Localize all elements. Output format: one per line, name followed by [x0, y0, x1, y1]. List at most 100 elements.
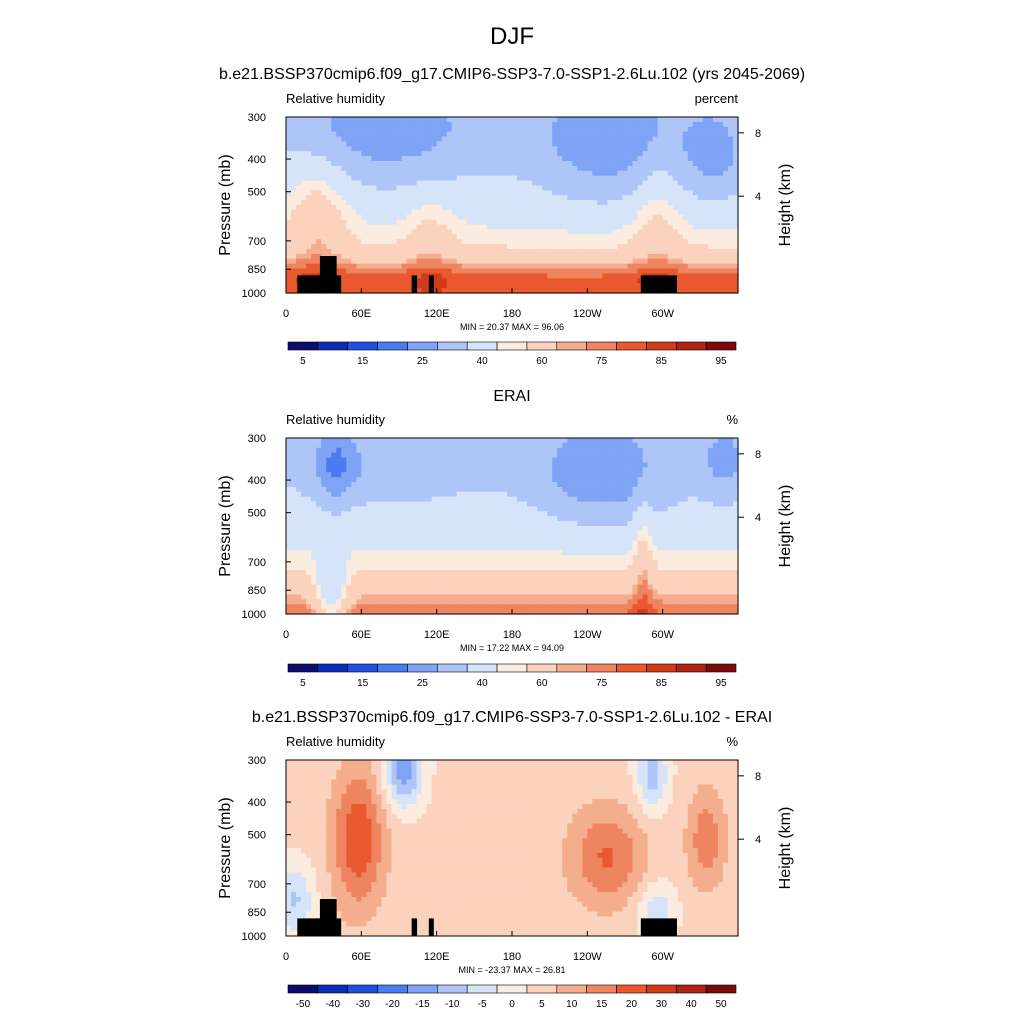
colorbar-box [526, 341, 558, 351]
field-cell [496, 209, 503, 216]
field-cell [592, 283, 598, 289]
figure-title: DJF [490, 23, 534, 50]
field-cell [652, 170, 659, 177]
field-cell [351, 175, 357, 182]
field-cell [582, 526, 588, 532]
field-cell [527, 283, 533, 289]
colorbar-box [675, 341, 707, 351]
field-cell [722, 521, 729, 527]
field-cell [597, 452, 603, 459]
field-cell [702, 190, 709, 196]
field-cell [451, 268, 458, 275]
field-cell [722, 268, 729, 275]
field-cell [311, 516, 317, 522]
field-cell [532, 442, 538, 449]
field-cell [301, 224, 307, 231]
field-cell [627, 195, 634, 201]
field-cell [532, 253, 538, 260]
field-cell [321, 180, 327, 187]
field-cell [486, 190, 493, 196]
field-cell [431, 229, 438, 235]
field-cell [632, 496, 639, 503]
field-cell [582, 273, 588, 279]
field-cell [517, 457, 523, 464]
field-cell [286, 462, 292, 468]
field-cell [587, 438, 593, 444]
field-cell [316, 117, 322, 123]
field-cell [491, 175, 498, 182]
field-cell [326, 438, 332, 444]
field-cell [527, 501, 533, 508]
field-cell [682, 244, 689, 250]
field-cell [542, 482, 548, 488]
field-cell [707, 501, 714, 508]
field-cell [577, 273, 583, 279]
panels: b.e21.BSSP370cmip6.f09_g17.CMIP6-SSP3-7.… [217, 66, 805, 1010]
field-cell [456, 205, 463, 211]
field-cell [532, 244, 538, 250]
field-cell [587, 121, 593, 128]
field-cell [351, 477, 357, 483]
field-cell [552, 170, 558, 177]
field-cell [642, 165, 649, 172]
field-cell [562, 165, 568, 172]
field-cell [512, 263, 518, 270]
field-cell [672, 462, 679, 468]
field-cell [296, 496, 302, 503]
field-cell [381, 283, 388, 289]
field-cell [311, 180, 317, 187]
field-cell [341, 249, 347, 255]
field-cell [461, 165, 468, 172]
field-cell [647, 506, 654, 512]
field-cell [532, 190, 538, 196]
field-cell [361, 511, 367, 517]
field-cell [512, 486, 518, 493]
field-cell [351, 126, 357, 133]
field-cell [542, 224, 548, 231]
field-cell [537, 121, 543, 128]
field-cell [542, 249, 548, 255]
field-cell [496, 195, 503, 201]
field-cell [331, 457, 337, 464]
field-cell [501, 442, 508, 449]
field-cell [577, 126, 583, 133]
field-cell [441, 501, 448, 508]
field-cell [421, 239, 428, 245]
field-cell [361, 526, 367, 532]
field-cell [436, 278, 443, 284]
field-cell [336, 200, 342, 206]
field-cell [306, 491, 312, 498]
field-cell [692, 452, 699, 459]
field-cell [647, 447, 654, 454]
field-cell [406, 501, 413, 508]
field-cell [481, 195, 488, 201]
field-cell [662, 234, 669, 240]
field-cell [702, 447, 709, 454]
field-cell [441, 131, 448, 138]
field-cell [346, 185, 352, 191]
field-cell [602, 273, 609, 279]
field-cell [431, 209, 438, 216]
field-cell [466, 165, 473, 172]
field-cell [491, 141, 498, 147]
field-cell [672, 136, 679, 143]
field-cell [506, 195, 513, 201]
field-cell [687, 442, 694, 449]
field-cell [532, 268, 538, 275]
field-cell [717, 195, 724, 201]
field-cell [296, 146, 302, 152]
field-cell [476, 180, 483, 187]
field-cell [371, 234, 377, 240]
field-cell [722, 151, 729, 157]
field-cell [647, 121, 654, 128]
field-cell [627, 486, 634, 493]
field-cell [512, 253, 518, 260]
field-cell [461, 438, 468, 444]
field-cell [647, 190, 654, 196]
field-cell [717, 521, 724, 527]
field-cell [321, 224, 327, 231]
field-cell [692, 491, 699, 498]
field-cell [381, 482, 388, 488]
field-cell [356, 219, 362, 226]
field-cell [426, 438, 433, 444]
